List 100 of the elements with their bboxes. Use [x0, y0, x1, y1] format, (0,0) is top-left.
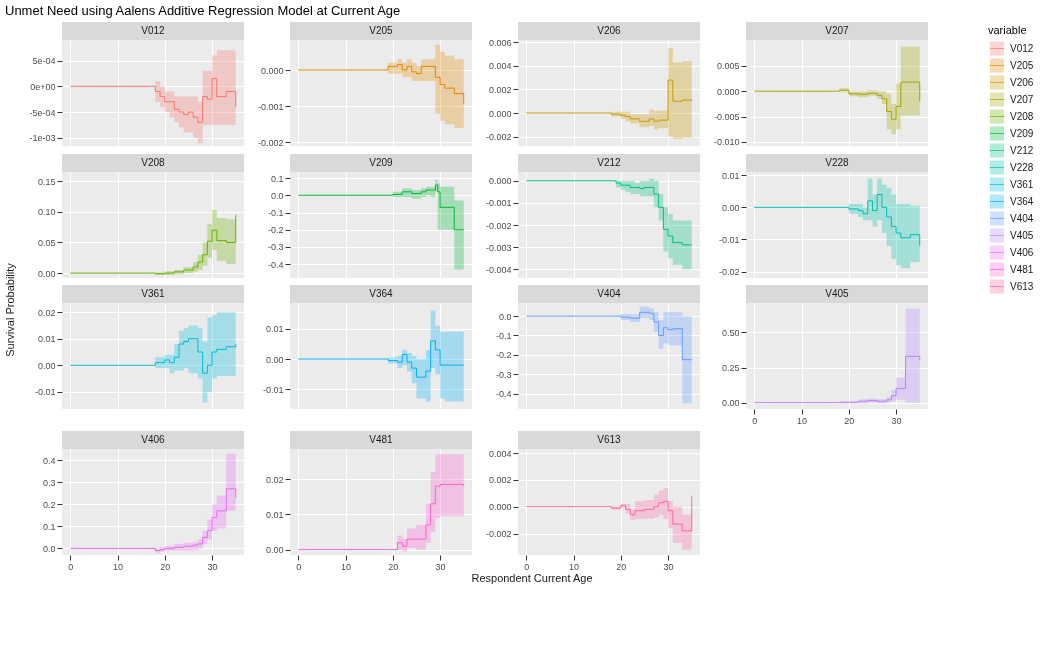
- y-tick-label: 0.005: [716, 61, 740, 72]
- x-tick-label: 20: [616, 561, 627, 572]
- x-tick-label: 10: [569, 561, 580, 572]
- text: V406: [141, 434, 165, 445]
- y-tick-label: 0.05: [37, 237, 56, 248]
- y-tick-label: -5e-04: [29, 107, 56, 118]
- y-tick-label: -0.002: [485, 220, 512, 231]
- y-tick-label: 0.25: [721, 363, 740, 374]
- text: V208: [141, 157, 165, 168]
- y-tick-label: -0.3: [495, 369, 512, 380]
- y-tick-label: -0.001: [485, 198, 512, 209]
- y-tick-label: 0.00: [37, 268, 56, 279]
- y-tick-label: 0.00: [265, 545, 284, 556]
- text: V212: [597, 157, 621, 168]
- y-tick-label: 0.1: [270, 173, 284, 184]
- text: V405: [825, 288, 849, 299]
- y-tick-label: 0.02: [265, 474, 284, 485]
- y-tick-label: 0.004: [488, 448, 512, 459]
- text: V205: [369, 25, 393, 36]
- legend-label: V209: [1010, 127, 1034, 139]
- y-tick-label: 0.3: [42, 477, 56, 488]
- y-tick-label: 0.00: [37, 360, 56, 371]
- x-tick-label: 10: [341, 561, 352, 572]
- y-tick-label: -0.001: [257, 101, 284, 112]
- y-tick-label: 0.15: [37, 176, 56, 187]
- text: V228: [825, 157, 849, 168]
- x-tick-label: 10: [113, 561, 124, 572]
- x-axis-title: Respondent Current Age: [471, 572, 593, 584]
- y-tick-label: 0.01: [721, 170, 740, 181]
- x-tick-label: 20: [160, 561, 171, 572]
- y-tick-label: 0.00: [721, 202, 740, 213]
- y-tick-label: -0.002: [485, 132, 512, 143]
- text: V209: [369, 157, 393, 168]
- x-tick-label: 0: [524, 561, 530, 572]
- x-tick-label: 0: [752, 415, 758, 426]
- y-tick-label: -0.002: [485, 529, 512, 540]
- y-tick-label: -0.4: [267, 259, 284, 270]
- legend-label: V205: [1010, 59, 1034, 71]
- y-tick-label: 0.01: [265, 509, 284, 520]
- x-tick-label: 0: [296, 561, 302, 572]
- y-tick-label: -0.003: [485, 242, 512, 253]
- legend-title: variable: [988, 24, 1027, 36]
- x-tick-label: 0: [68, 561, 74, 572]
- legend-label: V364: [1010, 195, 1034, 207]
- y-tick-label: -0.4: [495, 389, 512, 400]
- y-tick-label: 0.1: [42, 521, 56, 532]
- x-tick-label: 30: [207, 561, 218, 572]
- y-tick-label: 0.01: [265, 324, 284, 335]
- text: V404: [597, 288, 621, 299]
- legend-label: V207: [1010, 93, 1034, 105]
- y-tick-label: 0e+00: [30, 81, 56, 92]
- legend-label: V406: [1010, 246, 1034, 258]
- y-tick-label: -0.01: [262, 384, 284, 395]
- y-tick-label: 0.000: [488, 108, 512, 119]
- y-tick-label: -0.01: [718, 234, 740, 245]
- x-tick-label: 30: [663, 561, 674, 572]
- x-tick-label: 30: [891, 415, 902, 426]
- text: V361: [141, 288, 165, 299]
- y-tick-label: 0.002: [488, 475, 512, 486]
- y-axis-title: Survival Probability: [4, 262, 16, 357]
- y-tick-label: 0.2: [42, 499, 56, 510]
- legend-label: V228: [1010, 161, 1034, 173]
- y-tick-label: 0.000: [716, 86, 740, 97]
- y-tick-label: 0.0: [498, 311, 512, 322]
- x-tick-label: 10: [797, 415, 808, 426]
- y-tick-label: -1e-03: [29, 133, 56, 144]
- x-tick-label: 20: [388, 561, 399, 572]
- legend-label: V208: [1010, 110, 1034, 122]
- y-tick-label: 0.10: [37, 207, 56, 218]
- y-tick-label: -0.2: [495, 350, 512, 361]
- y-tick-label: -0.2: [267, 225, 284, 236]
- y-tick-label: -0.1: [267, 208, 284, 218]
- y-tick-label: 0.0: [42, 543, 56, 554]
- y-tick-label: 0.000: [488, 176, 512, 187]
- x-tick-label: 20: [844, 415, 855, 426]
- y-tick-label: 0.4: [42, 455, 56, 466]
- text: V613: [597, 434, 621, 445]
- y-tick-label: 0.50: [721, 327, 740, 338]
- y-tick-label: 0.000: [260, 65, 284, 76]
- y-tick-label: -0.02: [718, 267, 740, 278]
- legend-label: V405: [1010, 229, 1034, 241]
- y-tick-label: -0.005: [713, 112, 740, 123]
- y-tick-label: 0.01: [37, 334, 56, 345]
- legend-label: V212: [1010, 144, 1034, 156]
- y-tick-label: -0.010: [713, 137, 740, 148]
- text: V481: [369, 434, 393, 445]
- legend-label: V206: [1010, 76, 1034, 88]
- y-tick-label: 0.000: [488, 502, 512, 513]
- legend-label: V361: [1010, 178, 1034, 190]
- y-tick-label: 0.006: [488, 37, 512, 48]
- y-tick-label: 0.004: [488, 61, 512, 72]
- y-tick-label: 0.002: [488, 84, 512, 95]
- text: V364: [369, 288, 393, 299]
- y-tick-label: 0.0: [270, 190, 284, 201]
- legend-label: V404: [1010, 212, 1034, 224]
- text: V206: [597, 25, 621, 36]
- legend-label: V012: [1010, 42, 1034, 54]
- text: V207: [825, 25, 849, 36]
- y-tick-label: -0.004: [485, 264, 512, 275]
- legend-label: V613: [1010, 280, 1034, 292]
